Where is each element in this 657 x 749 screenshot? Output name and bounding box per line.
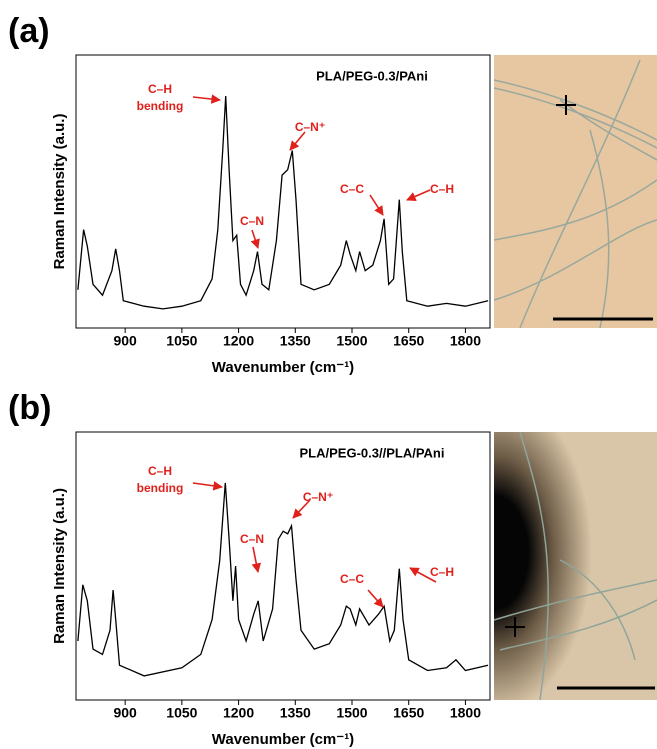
annotation-arrow <box>369 194 384 216</box>
y-axis-title: Raman Intensity (a.u.) <box>51 114 68 270</box>
annotation: C–H <box>148 82 172 96</box>
x-tick-label: 900 <box>113 333 137 349</box>
annotation-arrow <box>192 481 223 491</box>
panel-label: (a) <box>8 12 50 50</box>
x-tick-label: 1650 <box>393 705 424 721</box>
micrograph-a <box>493 55 657 329</box>
annotation: C–N⁺ <box>295 120 325 134</box>
x-tick-label: 1800 <box>450 333 481 349</box>
annotation: C–C <box>340 182 364 196</box>
plot-frame <box>75 54 491 329</box>
x-axis-title: Wavenumber (cm⁻¹) <box>212 359 354 376</box>
annotation: C–N <box>240 214 264 228</box>
x-tick-label: 1350 <box>280 333 311 349</box>
annotation: bending <box>137 99 184 113</box>
annotation-arrow <box>251 546 262 573</box>
annotation-arrow <box>250 229 260 249</box>
panel-label: (b) <box>8 389 51 427</box>
x-tick-label: 1350 <box>280 705 311 721</box>
spectrum-line <box>77 482 489 677</box>
annotation: C–H <box>430 182 454 196</box>
annotation: C–C <box>340 572 364 586</box>
annotation-arrow <box>367 589 384 608</box>
annotation-arrow <box>406 189 431 201</box>
annotation: C–H <box>430 565 454 579</box>
x-tick-label: 1050 <box>166 705 197 721</box>
x-tick-label: 1200 <box>223 333 254 349</box>
annotation: C–H <box>148 464 172 478</box>
y-axis-title: Raman Intensity (a.u.) <box>51 488 68 644</box>
annotation: bending <box>137 481 184 495</box>
x-tick-label: 900 <box>113 705 137 721</box>
spectrum-line <box>77 95 489 310</box>
annotation-arrow <box>192 94 221 104</box>
x-tick-label: 1800 <box>450 705 481 721</box>
x-tick-label: 1500 <box>336 705 367 721</box>
annotation-arrow <box>292 499 311 519</box>
chart-title: PLA/PEG-0.3//PLA/PAni <box>300 445 445 460</box>
x-tick-label: 1650 <box>393 333 424 349</box>
plot-frame <box>75 431 491 701</box>
chart-title: PLA/PEG-0.3/PAni <box>316 68 428 83</box>
annotation-arrow <box>409 567 437 583</box>
x-tick-label: 1050 <box>166 333 197 349</box>
x-tick-label: 1500 <box>336 333 367 349</box>
micrograph-b <box>493 431 657 701</box>
annotation-arrow <box>289 131 306 151</box>
annotation: C–N <box>240 532 264 546</box>
x-axis-title: Wavenumber (cm⁻¹) <box>212 731 354 748</box>
x-tick-label: 1200 <box>223 705 254 721</box>
